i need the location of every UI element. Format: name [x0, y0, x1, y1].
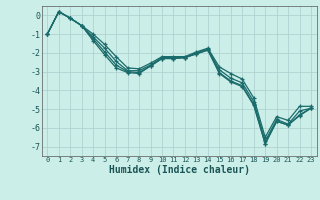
X-axis label: Humidex (Indice chaleur): Humidex (Indice chaleur) [109, 165, 250, 175]
